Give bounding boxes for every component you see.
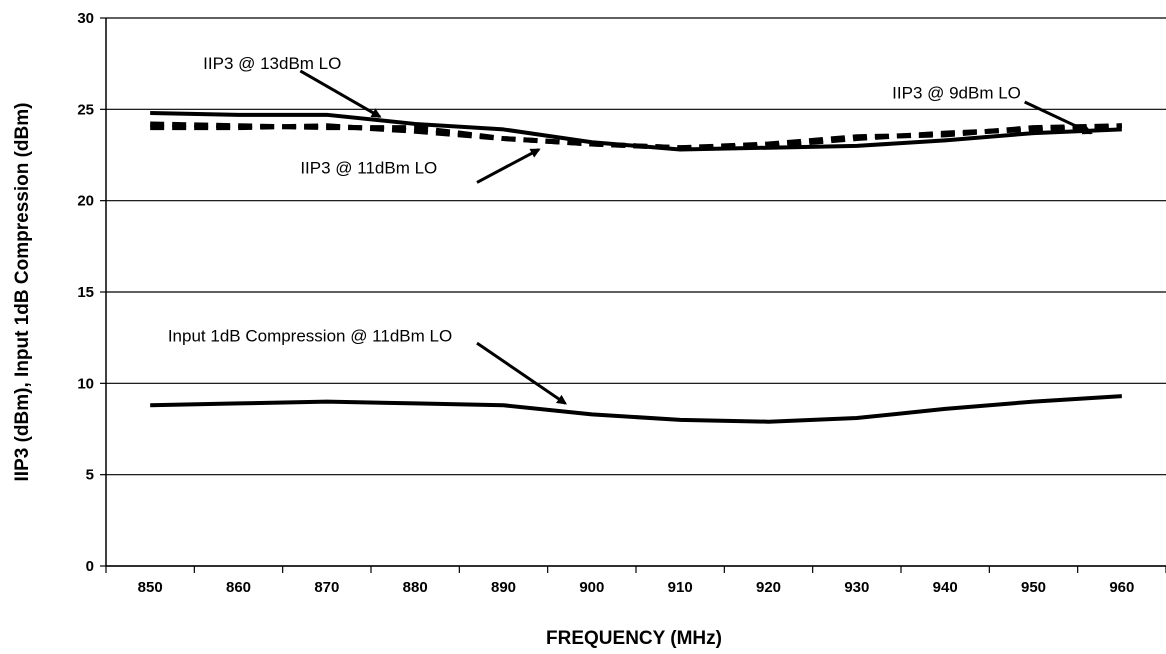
annotations: IIP3 @ 13dBm LO IIP3 @ 9dBm LO IIP3 @ 11dB…: [168, 54, 1093, 405]
y-tick-label: 0: [86, 558, 94, 575]
y-tick-label: 15: [77, 284, 94, 301]
annotation-label-4: Input 1dB Compression @ 11dBm LO: [168, 326, 452, 345]
annotation-arrow-1: [299, 69, 382, 118]
y-tick-label: 20: [77, 193, 94, 210]
axes: [100, 17, 1166, 573]
grid: [106, 17, 1166, 567]
x-tick-label: 940: [933, 579, 958, 596]
x-tick-label: 870: [314, 579, 339, 596]
annotation-label-3: IIP3 @ 11dBm LO: [300, 158, 437, 177]
annotation-arrow-4: [476, 341, 567, 405]
annotation-arrow-2: [1024, 100, 1093, 135]
x-tick-label: 880: [403, 579, 428, 596]
x-tick-label: 920: [756, 579, 781, 596]
x-tick-label: 890: [491, 579, 516, 596]
x-tick-label: 930: [844, 579, 869, 596]
annotation-label-1: IIP3 @ 13dBm LO: [203, 54, 341, 73]
annotation-arrow-3: [476, 148, 541, 184]
x-tick-label: 850: [138, 579, 163, 596]
y-tick-label: 25: [77, 101, 94, 118]
annotation-label-2: IIP3 @ 9dBm LO: [892, 83, 1021, 102]
y-tick-label: 10: [77, 375, 94, 392]
series-line-4: [150, 394, 1122, 424]
y-axis-title: IIP3 (dBm), Input 1dB Compression (dBm): [12, 103, 33, 482]
x-tick-labels: 850 860 870 880 890 900 910 920 930 940 950 960: [138, 579, 1135, 596]
y-tick-label: 5: [86, 467, 94, 484]
x-axis-title: FREQUENCY (MHz): [546, 628, 722, 649]
x-tick-label: 960: [1109, 579, 1134, 596]
series-lines: [150, 110, 1122, 424]
x-tick-label: 910: [668, 579, 693, 596]
x-tick-label: 950: [1021, 579, 1046, 596]
y-tick-labels: 0 5 10 15 20 25 30: [77, 10, 94, 575]
x-tick-label: 860: [226, 579, 251, 596]
y-tick-label: 30: [77, 10, 94, 27]
x-tick-label: 900: [579, 579, 604, 596]
series-line-3: [150, 121, 1122, 151]
